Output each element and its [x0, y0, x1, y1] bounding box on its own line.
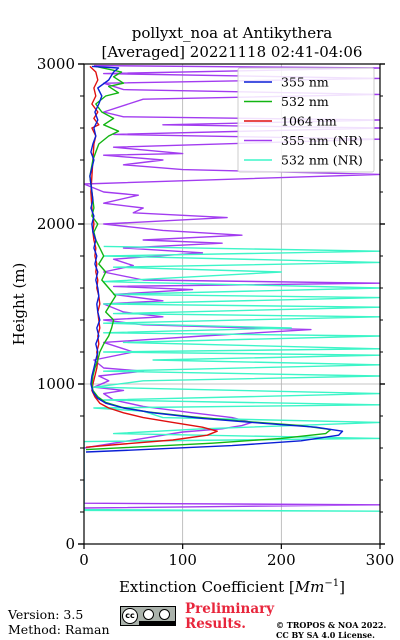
plot-frame — [83, 63, 381, 545]
legend-label: 532 nm (NR) — [281, 153, 363, 168]
x-tick-label: 300 — [366, 551, 395, 569]
x-axis-label: Extinction Coefficient [Mm−1] — [119, 578, 345, 596]
chart-title: pollyxt_noa at Antikythera — [132, 24, 332, 42]
y-tick-label: 1000 — [37, 375, 75, 393]
series-line-0 — [85, 65, 344, 453]
version-text: Version: 3.5 — [8, 607, 84, 622]
x-tick-label: 100 — [168, 551, 197, 569]
preliminary-notice: Preliminary Results. — [185, 602, 274, 632]
series-line-4 — [84, 245, 380, 512]
y-tick-label: 2000 — [37, 215, 75, 233]
copyright-notice: © TROPOS & NOA 2022. CC BY SA 4.0 Licens… — [276, 620, 386, 640]
y-tick-label: 3000 — [37, 55, 75, 73]
y-axis-label: Height (m) — [10, 263, 28, 346]
legend-label: 355 nm (NR) — [281, 133, 363, 148]
legend: 355 nm 532 nm 1064 nm 355 nm (NR) 532 nm (NR… — [237, 67, 375, 173]
copyright-line-1: © TROPOS & NOA 2022. — [276, 620, 387, 630]
preliminary-line-1: Preliminary — [185, 601, 275, 617]
x-tick-label: 0 — [79, 551, 89, 569]
legend-box — [237, 67, 375, 173]
x-tick-label: 200 — [267, 551, 296, 569]
legend-label: 532 nm — [281, 94, 329, 109]
copyright-line-2: CC BY SA 4.0 License. — [276, 630, 375, 640]
y-tick-label: 0 — [65, 535, 75, 553]
chart-subtitle: [Averaged] 20221118 02:41-04:06 — [102, 43, 363, 61]
method-text: Method: Raman — [8, 622, 110, 637]
legend-label: 355 nm — [281, 75, 329, 90]
legend-label: 1064 nm — [281, 114, 337, 129]
preliminary-line-2: Results. — [185, 616, 246, 632]
cc-license-icon: cc — [120, 606, 176, 626]
